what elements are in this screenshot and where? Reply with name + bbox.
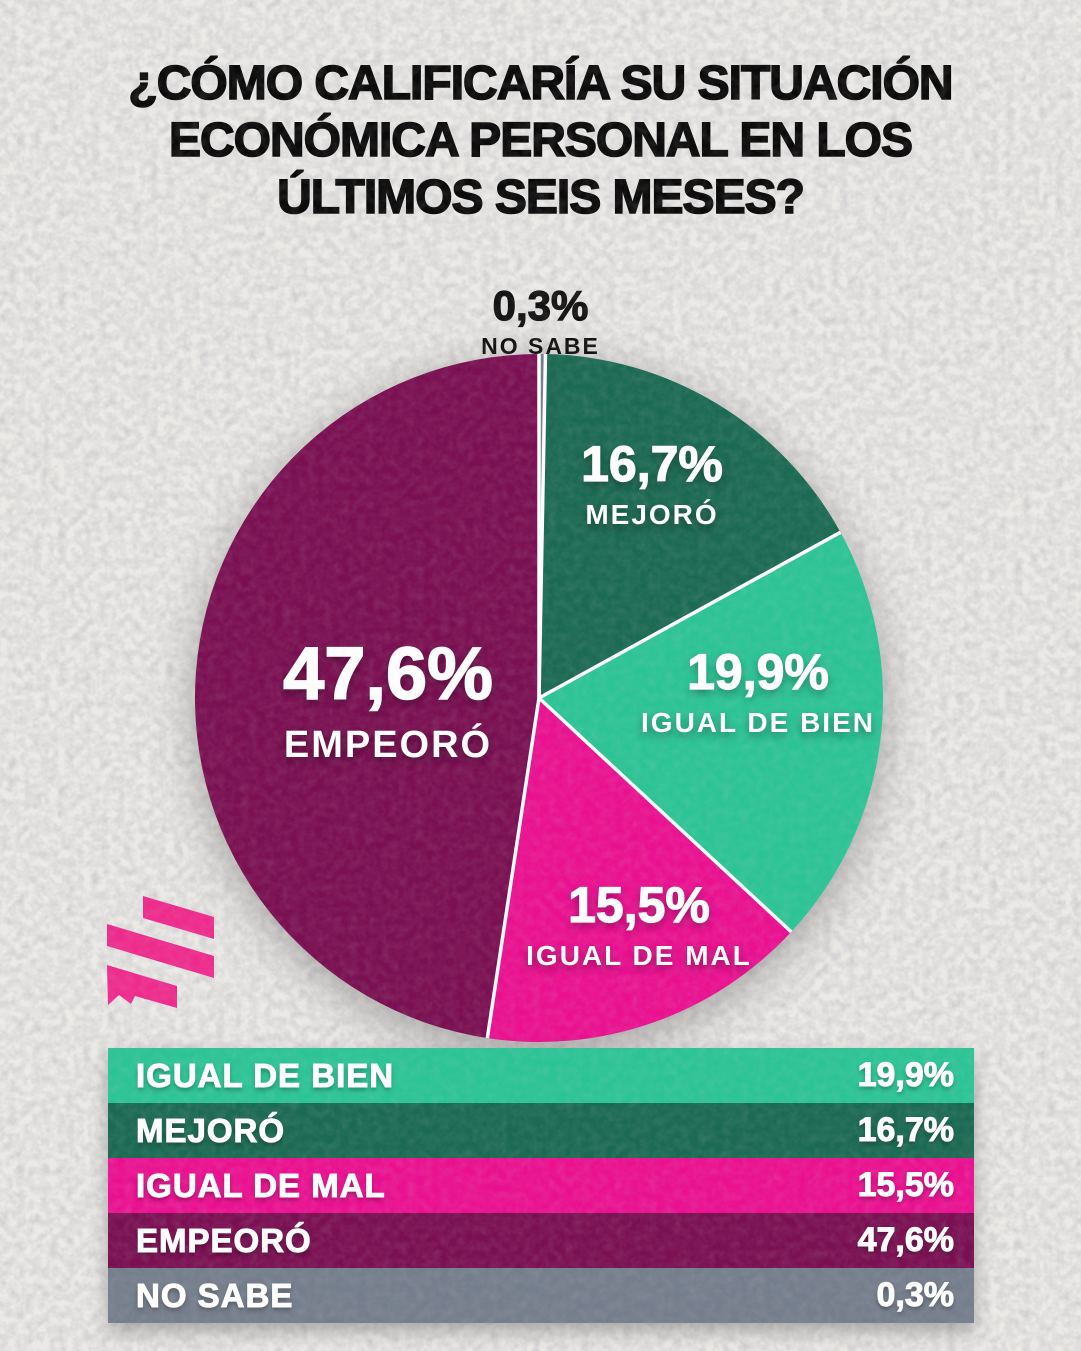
igual-de-mal-percent: 15,5%: [568, 876, 711, 933]
title-line-2: ECONÓMICA PERSONAL EN LOS: [168, 113, 914, 168]
title-line-1: ¿CÓMO CALIFICARÍA SU SITUACIÓN: [128, 56, 955, 111]
legend-row-empeoro: EMPEORÓ 47,6%: [108, 1213, 974, 1268]
pie-label-mejoro: 16,7% MEJORÓ: [581, 435, 724, 531]
legend-label: NO SABE: [135, 1276, 294, 1314]
legend-row-mejoro: MEJORÓ 16,7%: [108, 1103, 974, 1158]
title-line-3: ÚLTIMOS SEIS MESES?: [276, 170, 805, 225]
brand-logo: [107, 896, 214, 1008]
legend-value: 19,9%: [857, 1056, 954, 1095]
igual-de-bien-percent: 19,9%: [687, 643, 830, 700]
legend-label: MEJORÓ: [135, 1111, 286, 1149]
legend-value: 0,3%: [876, 1276, 954, 1315]
pie-label-no-sabe: 0,3% NO SABE: [0, 281, 1081, 360]
legend-value: 16,7%: [857, 1111, 954, 1150]
igual-de-bien-name: IGUAL DE BIEN: [641, 707, 875, 738]
mejoro-name: MEJORÓ: [585, 499, 719, 530]
pie-chart: 47,6% EMPEORÓ 16,7% MEJORÓ 19,9% IGUAL D…: [192, 351, 886, 1045]
mejoro-percent: 16,7%: [581, 435, 724, 492]
legend-value: 15,5%: [857, 1166, 954, 1205]
pie-label-empeoro: 47,6% EMPEORÓ: [282, 631, 493, 767]
legend-row-no-sabe: NO SABE 0,3%: [108, 1268, 974, 1323]
logo-stripe-top: [143, 896, 214, 939]
legend-label: IGUAL DE MAL: [136, 1166, 386, 1204]
empeoro-name: EMPEORÓ: [283, 724, 493, 766]
legend-label: IGUAL DE BIEN: [135, 1056, 395, 1094]
empeoro-percent: 47,6%: [282, 631, 493, 716]
logo-stripe-flag: [107, 965, 177, 1008]
pie-label-igual-de-bien: 19,9% IGUAL DE BIEN: [641, 643, 875, 739]
pie-label-igual-de-mal: 15,5% IGUAL DE MAL: [526, 876, 752, 972]
legend-row-igual-de-bien: IGUAL DE BIEN 19,9%: [108, 1048, 974, 1103]
legend-value: 47,6%: [857, 1221, 954, 1260]
legend-table: IGUAL DE BIEN 19,9% MEJORÓ 16,7% IGUAL D…: [108, 1048, 974, 1323]
legend-label: EMPEORÓ: [136, 1221, 312, 1259]
no-sabe-percent: 0,3%: [492, 281, 589, 329]
igual-de-mal-name: IGUAL DE MAL: [526, 940, 752, 971]
page-title: ¿CÓMO CALIFICARÍA SU SITUACIÓN ECONÓMICA…: [0, 55, 1081, 226]
legend-row-igual-de-mal: IGUAL DE MAL 15,5%: [108, 1158, 974, 1213]
